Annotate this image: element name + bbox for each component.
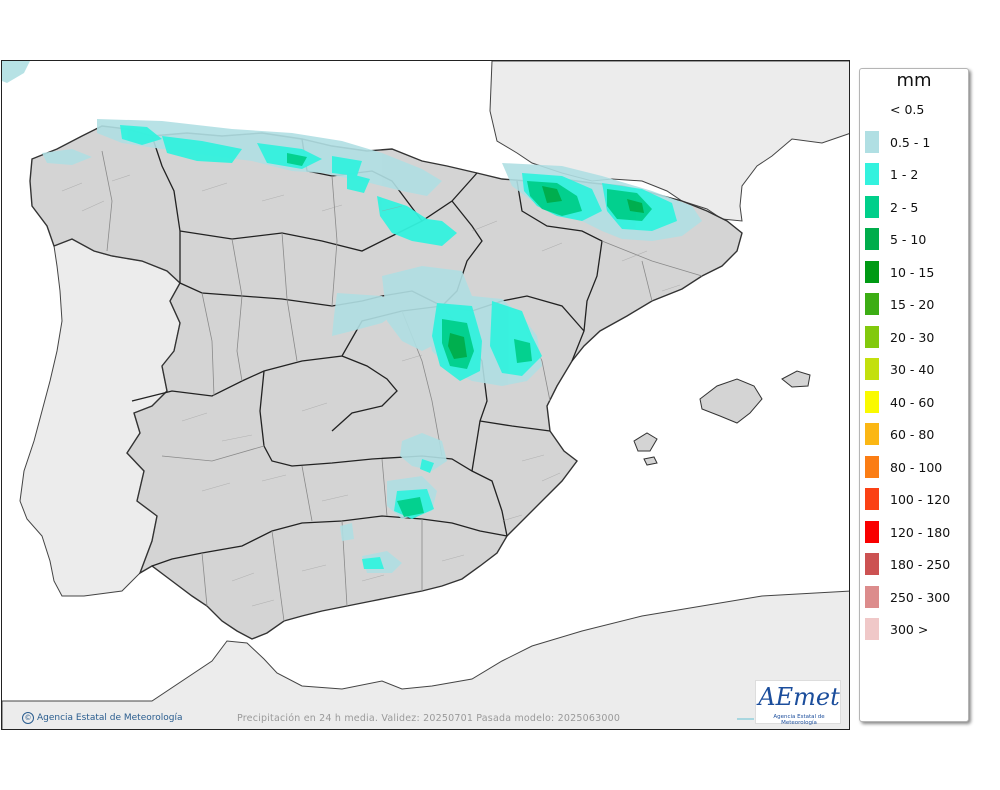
- legend-swatch: [865, 130, 879, 153]
- legend-item: 5 - 10: [860, 228, 968, 252]
- legend-panel: mm < 0.5 0.5 - 1 1 - 2 2 - 5 5 - 10 10 - 15 15…: [859, 68, 969, 722]
- legend-label: 300 >: [890, 622, 929, 637]
- spain-land: [29, 125, 743, 640]
- map-caption: Precipitación en 24 h media. Validez: 20…: [237, 713, 621, 724]
- legend-item: 2 - 5: [860, 195, 968, 220]
- legend-item: 180 - 250: [860, 553, 968, 577]
- legend-item: 300 >: [860, 618, 968, 642]
- logo-subtitle: Agencia Estatal de Meteorología: [773, 714, 825, 726]
- legend-label: 2 - 5: [890, 199, 919, 215]
- legend-label: 1 - 2: [890, 167, 919, 182]
- legend-label: 5 - 10: [890, 232, 927, 247]
- legend-label: 100 - 120: [890, 492, 951, 507]
- legend-label: 0.5 - 1: [890, 134, 931, 150]
- relief-shading: [61, 174, 681, 607]
- copyright-icon: ©: [22, 712, 34, 724]
- legend-swatch: [865, 520, 879, 543]
- legend-swatch: [865, 260, 879, 283]
- legend-swatch: [865, 488, 879, 510]
- legend-swatch: [865, 585, 879, 608]
- legend-swatch: [865, 618, 879, 640]
- precipitation-map: [1, 60, 850, 730]
- legend-item: 100 - 120: [860, 488, 968, 512]
- menorca-island: [781, 370, 811, 388]
- legend-swatch: [865, 358, 879, 380]
- legend-label: 120 - 180: [890, 524, 951, 540]
- legend-swatch: [865, 163, 879, 185]
- legend-label: 40 - 60: [890, 394, 935, 410]
- legend-item: 250 - 300: [860, 585, 968, 610]
- legend-label: 10 - 15: [890, 264, 935, 280]
- legend-swatch: [865, 195, 879, 218]
- legend-item: 1 - 2: [860, 163, 968, 187]
- legend-swatch: [865, 293, 879, 315]
- legend-swatch: [865, 553, 879, 575]
- legend-swatch: [865, 423, 879, 445]
- legend-label: < 0.5: [890, 102, 925, 117]
- copyright-notice: © Agencia Estatal de Meteorología: [22, 712, 183, 724]
- legend-label: 15 - 20: [890, 297, 935, 312]
- africa-land: [2, 590, 849, 729]
- copyright-text: Agencia Estatal de Meteorología: [37, 713, 183, 723]
- legend-item: 30 - 40: [860, 358, 968, 382]
- logo-wordmark: AEmet: [758, 683, 840, 711]
- legend-item: < 0.5: [860, 98, 968, 122]
- province-borders: [101, 150, 703, 622]
- legend-swatch: [865, 228, 879, 250]
- map-canvas: [2, 61, 849, 729]
- legend-item: 20 - 30: [860, 325, 968, 350]
- legend-label: 80 - 100: [890, 459, 943, 475]
- aemet-logo: AEmet Agencia Estatal de Meteorología: [755, 680, 841, 726]
- legend-label: 250 - 300: [890, 589, 951, 605]
- legend-item: 0.5 - 1: [860, 130, 968, 155]
- legend-label: 20 - 30: [890, 329, 935, 345]
- legend-swatch: [865, 455, 879, 478]
- legend-swatch: [865, 390, 879, 413]
- legend-item: 80 - 100: [860, 455, 968, 480]
- legend-label: 180 - 250: [890, 557, 951, 572]
- precipitation-overlay: [2, 61, 702, 573]
- legend-item: 40 - 60: [860, 390, 968, 415]
- legend-item: 10 - 15: [860, 260, 968, 285]
- legend-label: 30 - 40: [890, 362, 935, 377]
- legend-swatch: [865, 325, 879, 348]
- legend-item: 120 - 180: [860, 520, 968, 545]
- formentera-island: [643, 456, 658, 466]
- legend-item: 60 - 80: [860, 423, 968, 447]
- legend-label: 60 - 80: [890, 427, 935, 442]
- legend-item: 15 - 20: [860, 293, 968, 317]
- mallorca-island: [699, 378, 763, 424]
- legend-title: mm: [896, 70, 932, 91]
- ibiza-island: [633, 432, 658, 452]
- france-land: [489, 61, 849, 222]
